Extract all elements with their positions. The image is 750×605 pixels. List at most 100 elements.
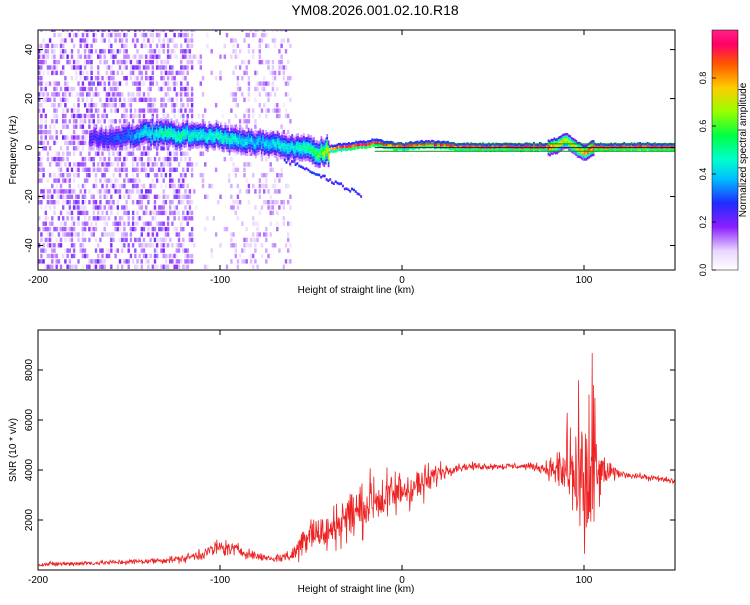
heatmap-cell [140, 216, 143, 221]
heatmap-cell [284, 138, 286, 141]
heatmap-cell [303, 157, 305, 161]
heatmap-cell [265, 183, 268, 189]
heatmap-cell [215, 130, 218, 134]
heatmap-cell [336, 143, 339, 147]
heatmap-cell [116, 70, 119, 76]
heatmap-cell [93, 137, 96, 141]
heatmap-cell [125, 59, 128, 65]
heatmap-cell [204, 137, 206, 141]
heatmap-cell [127, 243, 130, 248]
heatmap-cell [91, 143, 94, 146]
heatmap-cell [393, 145, 396, 148]
heatmap-cell [59, 32, 63, 38]
heatmap-cell [217, 129, 219, 132]
heatmap-cell [212, 131, 215, 135]
heatmap-cell [138, 81, 141, 86]
heatmap-cell [122, 129, 125, 133]
heatmap-cell [121, 144, 123, 148]
heatmap-cell [154, 135, 157, 138]
heatmap-cell [64, 237, 67, 243]
heatmap-cell [319, 140, 321, 144]
heatmap-cell [217, 140, 219, 143]
heatmap-cell [184, 189, 187, 194]
heatmap-cell [205, 137, 208, 141]
heatmap-cell [38, 129, 41, 135]
heatmap-cell [530, 143, 532, 147]
heatmap-cell [158, 121, 161, 125]
heatmap-cell [568, 139, 570, 143]
heatmap-cell [250, 144, 253, 148]
heatmap-cell [186, 259, 189, 264]
heatmap-cell [79, 205, 82, 210]
heatmap-cell [155, 65, 159, 70]
heatmap-cell [141, 134, 144, 138]
heatmap-cell [327, 159, 330, 162]
heatmap-cell [278, 151, 280, 155]
heatmap-cell [158, 65, 161, 70]
heatmap-cell [180, 194, 183, 199]
heatmap-cell [249, 146, 251, 150]
heatmap-cell [637, 145, 640, 148]
heatmap-cell [227, 149, 230, 152]
heatmap-cell [173, 54, 176, 59]
heatmap-cell [93, 129, 96, 133]
heatmap-cell [92, 156, 95, 162]
heatmap-cell [252, 221, 255, 226]
heatmap-cell [62, 30, 65, 32]
heatmap-cell [260, 173, 264, 178]
heatmap-cell [157, 133, 160, 136]
heatmap-cell [173, 178, 176, 183]
heatmap-cell [294, 150, 297, 153]
heatmap-cell [160, 264, 163, 269]
heatmap-cell [155, 162, 159, 167]
heatmap-cell [103, 132, 106, 135]
heatmap-cell [269, 200, 272, 205]
heatmap-cell [256, 226, 259, 232]
heatmap-cell [439, 146, 442, 150]
heatmap-cell [90, 232, 93, 237]
heatmap-cell [258, 189, 261, 194]
heatmap-cell [103, 194, 106, 199]
heatmap-cell [109, 134, 112, 137]
heatmap-cell [72, 173, 76, 178]
heatmap-cell [537, 149, 540, 152]
heatmap-cell [254, 152, 257, 156]
heatmap-cell [113, 139, 116, 143]
heatmap-cell [83, 253, 87, 259]
heatmap-cell [77, 205, 80, 210]
heatmap-cell [272, 144, 275, 148]
heatmap-cell [321, 174, 324, 178]
heatmap-cell [171, 49, 174, 54]
heatmap-cell [192, 127, 195, 130]
heatmap-cell [38, 259, 41, 264]
heatmap-cell [310, 153, 313, 157]
heatmap-cell [68, 205, 71, 210]
heatmap-cell [288, 151, 291, 154]
heatmap-cell [263, 149, 266, 153]
heatmap-cell [308, 140, 311, 144]
heatmap-cell [158, 32, 161, 38]
heatmap-cell [64, 232, 67, 237]
heatmap-cell [356, 144, 359, 147]
heatmap-cell [182, 119, 184, 123]
heatmap-cell [153, 143, 155, 146]
heatmap-cell [75, 205, 78, 210]
heatmap-cell [103, 54, 106, 59]
heatmap-cell [245, 108, 248, 113]
heatmap-cell [231, 135, 234, 139]
heatmap-cell [230, 138, 232, 142]
heatmap-cell [160, 76, 163, 81]
heatmap-cell [86, 38, 89, 43]
heatmap-cell [199, 136, 202, 140]
heatmap-cell [260, 140, 263, 144]
heatmap-cell [131, 129, 133, 132]
heatmap-cell [57, 59, 61, 65]
heatmap-cell [170, 137, 173, 140]
heatmap-cell [271, 148, 273, 151]
heatmap-cell [147, 30, 150, 32]
heatmap-cell [578, 147, 580, 150]
heatmap-cell [231, 146, 234, 150]
heatmap-cell [134, 178, 137, 183]
heatmap-cell [158, 210, 161, 216]
heatmap-cell [621, 145, 624, 149]
